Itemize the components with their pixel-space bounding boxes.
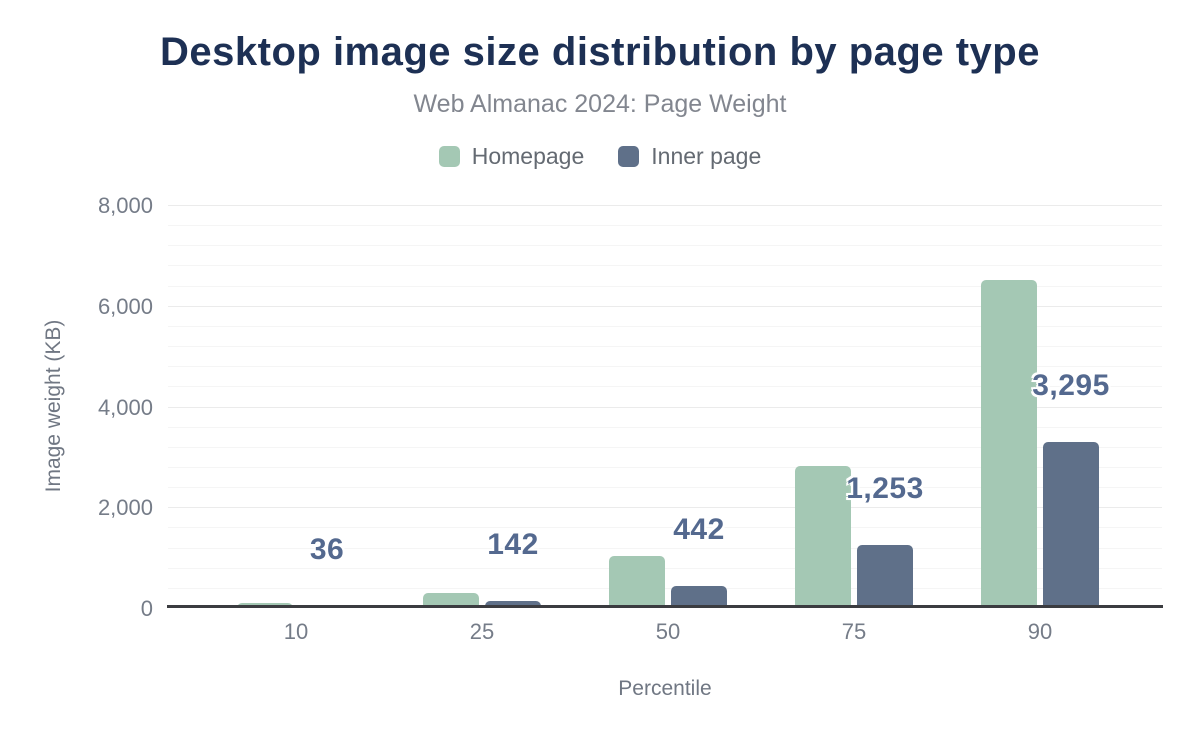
data-label-inner-page-p25: 142 bbox=[487, 527, 539, 561]
x-axis-line bbox=[167, 605, 1163, 608]
bar-homepage-p50[interactable] bbox=[609, 555, 665, 608]
minor-gridline bbox=[168, 225, 1162, 227]
plot-area: 36 142 442 1,253 3,295 bbox=[167, 205, 1163, 608]
y-tick-label-2000: 2,000 bbox=[97, 495, 153, 521]
minor-gridline bbox=[168, 346, 1162, 348]
x-tick-label-90: 90 bbox=[1027, 619, 1053, 644]
legend-item-homepage[interactable]: Homepage bbox=[438, 142, 585, 170]
major-gridline bbox=[168, 305, 1162, 307]
x-tick-label-25: 25 bbox=[469, 619, 495, 644]
minor-gridline bbox=[168, 446, 1162, 448]
minor-gridline bbox=[168, 547, 1162, 549]
bar-homepage-p75[interactable] bbox=[795, 466, 851, 608]
minor-gridline bbox=[168, 426, 1162, 428]
legend: Homepage Inner page bbox=[0, 142, 1200, 170]
major-gridline bbox=[168, 205, 1162, 206]
bar-homepage-p90[interactable] bbox=[981, 279, 1037, 608]
legend-swatch-homepage-icon bbox=[438, 145, 460, 167]
x-axis-title: Percentile bbox=[618, 677, 712, 700]
bar-inner-page-p25[interactable] bbox=[485, 600, 541, 608]
bar-inner-page-p75[interactable] bbox=[857, 544, 913, 608]
data-label-inner-page-p50: 442 bbox=[673, 512, 725, 546]
y-tick-label-0: 0 bbox=[140, 596, 153, 621]
x-tick-label-75: 75 bbox=[841, 619, 867, 644]
major-gridline bbox=[168, 406, 1162, 408]
minor-gridline bbox=[168, 325, 1162, 327]
y-tick-label-6000: 6,000 bbox=[97, 293, 153, 319]
x-tick-label-50: 50 bbox=[655, 619, 681, 644]
minor-gridline bbox=[168, 487, 1162, 489]
bar-inner-page-p50[interactable] bbox=[671, 585, 727, 608]
minor-gridline bbox=[168, 567, 1162, 569]
minor-gridline bbox=[168, 527, 1162, 529]
data-label-inner-page-p90: 3,295 bbox=[1032, 369, 1110, 402]
x-tick-label-10: 10 bbox=[283, 619, 309, 644]
legend-label-inner-page: Inner page bbox=[651, 142, 762, 169]
bar-homepage-p25[interactable] bbox=[423, 592, 479, 608]
minor-gridline bbox=[168, 265, 1162, 267]
y-tick-label-4000: 4,000 bbox=[97, 394, 153, 420]
minor-gridline bbox=[168, 466, 1162, 468]
data-label-inner-page-p10: 36 bbox=[309, 533, 345, 567]
bar-inner-page-p90[interactable] bbox=[1043, 442, 1099, 608]
chart-title: Desktop image size distribution by page … bbox=[160, 30, 1040, 74]
chart-subtitle: Web Almanac 2024: Page Weight bbox=[413, 90, 787, 118]
minor-gridline bbox=[168, 587, 1162, 589]
legend-swatch-inner-page-icon bbox=[618, 145, 640, 167]
minor-gridline bbox=[168, 245, 1162, 247]
minor-gridline bbox=[168, 285, 1162, 287]
legend-item-inner-page[interactable]: Inner page bbox=[618, 143, 761, 170]
data-label-inner-page-p75: 1,253 bbox=[846, 471, 924, 505]
y-axis-title: Image weight (KB) bbox=[42, 319, 65, 493]
y-tick-label-8000: 8,000 bbox=[97, 193, 153, 218]
minor-gridline bbox=[168, 386, 1162, 388]
major-gridline bbox=[168, 507, 1162, 509]
legend-label-homepage: Homepage bbox=[471, 142, 585, 169]
minor-gridline bbox=[168, 366, 1162, 368]
